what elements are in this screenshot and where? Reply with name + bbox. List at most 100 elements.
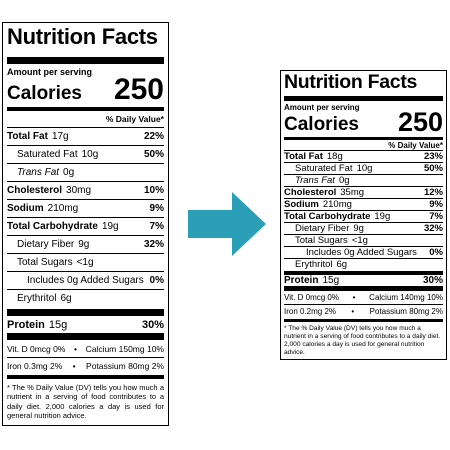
bullet: • [351,306,355,316]
divider [7,309,164,316]
nutrient-label: Cholesterol [7,185,63,196]
divider [284,136,443,140]
divider [284,285,443,291]
nutrient-dv: 7% [429,210,443,222]
nutrient-row: Total Sugars <1g [7,253,164,271]
nutrient-dv: 7% [149,221,164,232]
nutrient-row: Sodium 210mg 9% [7,199,164,217]
nutrition-label-left: Nutrition Facts Amount per serving Calor… [2,22,169,426]
nutrient-dv: 0% [429,246,443,258]
nutrient-label: Includes 0g Added Sugars [306,246,417,258]
nutrient-row: Total Fat 18g 23% [284,149,443,162]
nutrient-row: Total Fat 17g 22% [7,127,164,145]
nutrient-row: Dietary Fiber 9g 32% [7,235,164,253]
nutrient-dv: 32% [143,239,164,250]
nutrient-row: Total Carbohydrate 19g 7% [7,217,164,235]
amount-per-serving: Amount per serving [7,67,93,77]
nutrient-label: Trans Fat [295,174,335,186]
nutrient-amount: 19g [101,221,119,232]
nutrient-label: Dietary Fiber [17,239,75,250]
nutrient-row: Erythritol 6g [7,289,164,307]
nutrient-label: Dietary Fiber [295,222,350,234]
vitamins: Vit. D 0mcg 0% • Calcium 150mg 10% Iron 0.… [7,340,164,375]
bullet: • [74,344,77,354]
nutrient-dv: 0% [149,275,164,286]
nutrient-row: Sodium 210mg 9% [284,197,443,210]
nutrient-row: Total Carbohydrate 19g 7% [284,209,443,222]
nutrient-amount: 6g [60,293,72,304]
divider [7,107,164,111]
protein-amount: 15g [322,274,340,286]
footnote: * The % Daily Value (DV) tells you how m… [284,324,441,357]
vitamin-cell: Iron 0.2mg 2% [284,306,337,316]
nutrient-amount: 18g [326,150,343,162]
nutrient-amount: 210mg [47,203,79,214]
nutrient-dv: 10% [143,185,164,196]
nutrient-amount: 9g [353,222,364,234]
calories-label: Calories [284,113,359,135]
nutrient-label: Saturated Fat [17,149,78,160]
nutrient-row: Cholesterol 30mg 10% [7,181,164,199]
nutrient-label: Total Sugars [17,257,73,268]
nutrient-dv: 32% [423,222,443,234]
calories-row: Calories 250 [7,75,164,105]
nutrient-label: Total Fat [284,150,323,162]
protein-dv: 30% [422,274,443,286]
nutrient-rows: Total Fat 18g 23% Saturated Fat 10g 50% Trans … [284,149,443,270]
bullet: • [352,292,356,302]
divider [7,333,164,340]
nutrient-row: Total Sugars <1g [284,233,443,246]
nutrient-row: Trans Fat 0g [7,163,164,181]
nutrient-label: Total Fat [7,131,48,142]
nutrient-amount: 6g [336,258,348,270]
nutrient-amount: 9g [78,239,90,250]
protein-row: Protein 15g 30% [284,275,443,286]
nutrient-row: Saturated Fat 10g 50% [284,161,443,174]
divider [284,270,443,275]
nutrient-row: Trans Fat 0g [284,173,443,186]
protein-dv: 30% [141,319,164,331]
divider [284,95,443,101]
nutrient-dv: 22% [143,131,164,142]
nutrient-rows: Total Fat 17g 22% Saturated Fat 10g 50% Trans … [7,127,164,307]
nutrient-amount: <1g [351,234,368,246]
nutrient-amount: 30mg [66,185,92,196]
nutrient-amount: 19g [374,210,391,222]
footnote: * The % Daily Value (DV) tells you how m… [7,383,164,421]
protein-label: Protein [7,319,45,331]
nutrient-label: Includes 0g Added Sugars [27,275,144,286]
vitamin-cell: Vit. D 0mcg 0% [284,292,339,302]
dv-header: % Daily Value* [105,114,164,124]
nutrient-label: Trans Fat [17,167,60,178]
nutrient-amount: 10g [81,149,99,160]
nutrient-label: Saturated Fat [295,162,353,174]
calories-label: Calories [7,83,82,104]
nutrient-label: Erythritol [295,258,333,270]
nutrient-dv: 50% [423,162,443,174]
nutrient-amount: 17g [51,131,69,142]
divider [7,375,164,379]
protein-amount: 15g [48,319,68,331]
nutrient-label: Cholesterol [284,186,337,198]
divider [7,57,164,64]
vitamin-row: Iron 0.2mg 2% • Potassium 80mg 2% [284,303,443,319]
arrow-right-icon [188,192,266,256]
nutrient-amount: 0g [338,174,350,186]
protein-label: Protein [284,274,319,286]
nutrient-amount: 35mg [340,186,365,198]
vitamin-cell: Potassium 80mg 2% [86,361,164,371]
nutrient-row: Dietary Fiber 9g 32% [284,221,443,234]
nutrient-label: Sodium [284,198,319,210]
vitamin-cell: Calcium 150mg 10% [85,344,164,354]
nutrient-row: Saturated Fat 10g 50% [7,145,164,163]
nutrient-label: Total Carbohydrate [7,221,98,232]
vitamin-cell: Potassium 80mg 2% [369,306,443,316]
nutrient-dv: 50% [143,149,164,160]
nutrient-row: Includes 0g Added Sugars 0% [284,245,443,258]
nutrient-label: Total Carbohydrate [284,210,371,222]
calories-value: 250 [397,106,443,137]
nutrient-row: Includes 0g Added Sugars 0% [7,271,164,289]
nutrient-amount: 0g [63,167,75,178]
vitamin-cell: Vit. D 0mcg 0% [7,344,66,354]
label-title: Nutrition Facts [7,24,158,49]
